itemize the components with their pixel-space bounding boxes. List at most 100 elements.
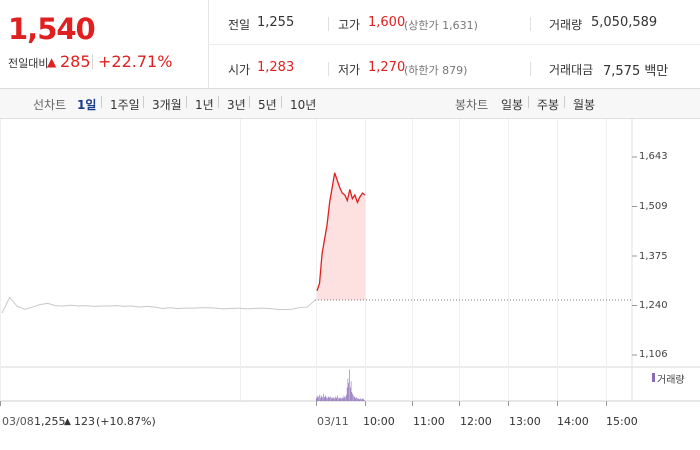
volume-bar	[340, 398, 342, 401]
x-label-time: 12:00	[460, 415, 492, 428]
prev-day-price: 1,255	[34, 415, 66, 428]
open-value: 1,283	[257, 60, 295, 75]
volume-bar	[355, 398, 357, 401]
turnover-label: 거래대금	[549, 63, 594, 77]
divider	[218, 96, 219, 108]
high-value: 1,600	[368, 15, 406, 30]
volume-bar	[343, 395, 345, 401]
volume-bar	[331, 397, 333, 401]
x-label-time: 10:00	[363, 415, 395, 428]
x-label-time: 15:00	[606, 415, 638, 428]
row-divider	[208, 44, 700, 45]
price-block: 1,540 전일대비 ▲ 285 +22.71%	[0, 0, 209, 88]
volume-bar	[354, 397, 356, 401]
volume-bar	[342, 398, 344, 401]
volume-bar	[328, 397, 330, 401]
volume-bar	[360, 398, 361, 401]
volume-bar	[353, 396, 355, 401]
tab-1d[interactable]: 1일	[77, 98, 97, 112]
volume-bar	[361, 399, 362, 401]
volume-bar	[334, 398, 335, 401]
volume-bar	[341, 398, 342, 401]
tab-10y[interactable]: 10년	[290, 98, 317, 112]
volume-bar	[347, 378, 349, 401]
volume-bar	[358, 399, 360, 401]
tab-daily[interactable]: 일봉	[501, 98, 524, 112]
volume-legend-swatch	[652, 373, 655, 382]
prev-day-pct: (+10.87%)	[96, 415, 156, 428]
volume-bar	[349, 387, 351, 401]
volume-bar	[342, 397, 343, 401]
tab-3m[interactable]: 3개월	[152, 98, 182, 112]
y-tick: 1,375	[639, 251, 668, 262]
volume-bar	[323, 393, 324, 401]
divider	[143, 96, 144, 108]
divider	[530, 62, 531, 76]
volume-bar	[356, 397, 357, 401]
volume-bar	[362, 398, 364, 401]
volume-bar	[339, 397, 341, 401]
quote-header: 1,540 전일대비 ▲ 285 +22.71% 전일 1,255 고가 1,6…	[0, 0, 700, 89]
divider	[528, 96, 529, 108]
volume-bar	[346, 394, 347, 401]
volume-bar	[349, 369, 350, 401]
volume-bar	[357, 398, 358, 401]
volume-bar	[353, 395, 354, 401]
current-price: 1,540	[8, 12, 96, 46]
volume-bar	[330, 396, 331, 401]
divider	[564, 96, 565, 108]
volume-bar	[316, 398, 317, 401]
volume-bar	[352, 393, 353, 401]
turnover-value: 7,575 백만	[603, 64, 669, 79]
volume-bar	[345, 396, 346, 401]
candle-chart-label: 봉차트	[455, 98, 489, 112]
today-line	[316, 172, 366, 292]
volume-bar	[317, 397, 319, 401]
prev-close-value: 1,255	[257, 15, 295, 30]
volume-bar	[350, 381, 352, 401]
volume-bar	[324, 396, 326, 401]
volume-label: 거래량	[549, 18, 583, 32]
divider	[530, 17, 531, 31]
x-label-time: 13:00	[509, 415, 541, 428]
tab-monthly[interactable]: 월봉	[573, 98, 596, 112]
tab-weekly[interactable]: 주봉	[537, 98, 560, 112]
prev-day-line	[1, 296, 316, 314]
divider	[328, 62, 329, 76]
volume-bar	[322, 397, 323, 401]
open-label: 시가	[228, 63, 251, 77]
divider	[281, 96, 282, 108]
price-chart[interactable]	[0, 119, 700, 450]
x-label-time: 11:00	[413, 415, 445, 428]
y-tick: 1,509	[639, 201, 668, 212]
volume-bar	[344, 397, 346, 401]
tab-3y[interactable]: 3년	[227, 98, 246, 112]
volume-bar	[319, 398, 321, 401]
volume-bar	[334, 396, 336, 401]
volume-bar	[337, 395, 338, 401]
up-arrow-icon: ▲	[64, 417, 71, 427]
tab-5y[interactable]: 5년	[258, 98, 277, 112]
tab-1y[interactable]: 1년	[195, 98, 214, 112]
change-label: 전일대비	[8, 57, 49, 70]
volume-bar	[361, 399, 363, 401]
volume-bar	[319, 394, 320, 401]
tab-1w[interactable]: 1주일	[110, 98, 140, 112]
period-bar: 선차트 1일 1주일 3개월 1년 3년 5년 10년 봉차트 일봉 주봉 월봉	[0, 89, 700, 119]
volume-bar	[316, 395, 318, 401]
volume-bar	[327, 398, 328, 401]
divider	[328, 17, 329, 31]
change-amount: 285	[60, 52, 91, 71]
low-value: 1,270	[368, 60, 406, 75]
volume-legend: 거래량	[657, 375, 685, 386]
y-tick: 1,240	[639, 300, 668, 311]
change-percent: +22.71%	[98, 52, 173, 71]
y-tick: 1,643	[639, 151, 668, 162]
low-label: 저가	[338, 63, 361, 77]
volume-bar	[351, 392, 353, 401]
volume-bar	[364, 400, 365, 401]
volume-bar	[338, 398, 339, 401]
volume-bar	[321, 396, 323, 401]
y-tick: 1,106	[639, 349, 668, 360]
divider	[92, 54, 93, 69]
